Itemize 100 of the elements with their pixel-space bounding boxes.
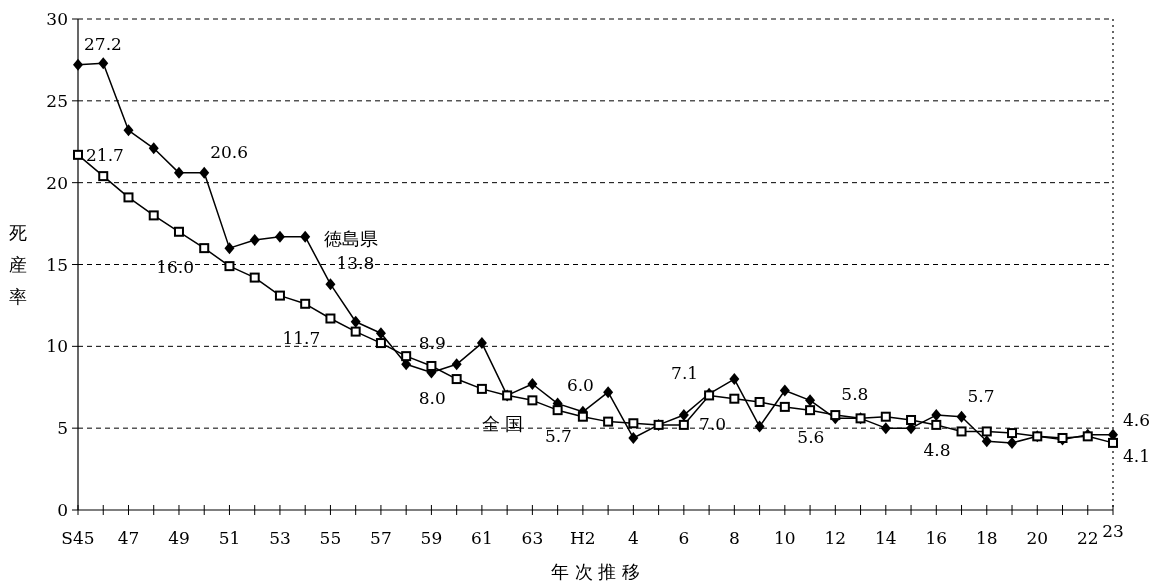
x-tick-label: 8 — [728, 528, 740, 548]
point — [880, 411, 891, 422]
x-axis-title: 年 次 推 移 — [550, 561, 641, 582]
point — [729, 393, 740, 404]
x-tick-label: H2 — [570, 528, 596, 548]
x-tick-label: S45 — [61, 528, 95, 548]
series-label: 全 国 — [481, 413, 524, 435]
x-tick-label: 10 — [774, 528, 796, 548]
point — [98, 171, 109, 182]
point — [779, 401, 790, 412]
point — [98, 57, 109, 70]
point — [603, 386, 614, 399]
point — [603, 416, 614, 427]
point — [148, 142, 159, 155]
point — [73, 58, 83, 71]
point — [1007, 428, 1018, 439]
data-label: 4.6 — [1123, 409, 1151, 430]
x-tick-label: 51 — [218, 528, 241, 548]
data-label: 11.7 — [282, 327, 321, 348]
point — [451, 358, 462, 371]
point — [527, 395, 538, 406]
data-label: 4.8 — [923, 440, 951, 461]
point — [830, 410, 841, 421]
point — [148, 210, 159, 221]
x-tick-label: 4 — [627, 528, 639, 548]
x-tick-label: 49 — [168, 528, 190, 548]
point — [73, 149, 83, 160]
data-label: 6.0 — [566, 374, 594, 395]
data-label: 13.8 — [336, 253, 375, 274]
point — [931, 419, 942, 430]
data-label: 20.6 — [210, 141, 249, 162]
point — [401, 351, 412, 362]
y-axis-title: 死産率 — [9, 221, 27, 307]
data-label: 5.7 — [544, 425, 572, 446]
point — [224, 242, 235, 255]
y-tick-label: 30 — [46, 9, 68, 29]
point — [754, 420, 765, 433]
x-tick-label: 12 — [824, 528, 847, 548]
point — [577, 411, 588, 422]
y-tick-label: 5 — [57, 418, 68, 439]
data-label: 5.7 — [967, 385, 995, 406]
point — [300, 230, 311, 243]
point — [729, 373, 740, 386]
data-label: 7.0 — [699, 414, 727, 435]
point — [350, 315, 361, 328]
data-label: 4.1 — [1123, 445, 1151, 466]
point — [805, 405, 816, 416]
data-label: 8.0 — [418, 388, 446, 409]
point — [375, 327, 386, 340]
point — [628, 418, 639, 429]
point — [779, 384, 790, 397]
point — [375, 338, 386, 349]
y-tick-label: 15 — [46, 254, 68, 275]
x-tick-label: 18 — [975, 528, 998, 548]
point — [274, 290, 285, 301]
x-tick-label: 23 — [1102, 521, 1124, 541]
point — [199, 243, 210, 254]
point — [476, 383, 487, 394]
point — [300, 298, 311, 309]
x-tick-label: 63 — [521, 528, 544, 548]
point — [249, 233, 260, 246]
point — [274, 230, 285, 243]
point — [173, 226, 184, 237]
point — [325, 313, 336, 324]
x-tick-label: 22 — [1076, 528, 1099, 548]
point — [451, 374, 462, 385]
y-tick-label: 10 — [46, 336, 68, 357]
x-tick-label: 14 — [874, 528, 897, 548]
point — [350, 326, 361, 337]
point — [956, 426, 967, 437]
point — [805, 394, 816, 407]
data-label: 7.1 — [671, 362, 699, 383]
point — [173, 166, 184, 179]
x-tick-label: 16 — [925, 528, 948, 548]
point — [249, 272, 260, 283]
point — [476, 337, 487, 350]
x-tick-label: 61 — [471, 528, 493, 548]
x-tick-label: 6 — [678, 528, 690, 548]
point — [552, 405, 563, 416]
point — [224, 261, 235, 272]
point — [325, 278, 336, 291]
y-tick-label: 25 — [46, 90, 68, 111]
x-tick-label: 59 — [420, 528, 443, 548]
x-tick-label: 53 — [269, 528, 291, 548]
x-tick-label: 47 — [117, 528, 140, 548]
point — [754, 396, 765, 407]
point — [123, 124, 134, 137]
point — [199, 166, 210, 179]
data-label: 5.8 — [841, 384, 869, 405]
point — [628, 431, 639, 444]
data-label: 21.7 — [86, 144, 124, 165]
point — [678, 419, 689, 430]
point — [981, 435, 992, 448]
point — [906, 414, 917, 425]
point — [981, 426, 992, 437]
point — [123, 192, 134, 203]
x-tick-label: 55 — [319, 528, 342, 548]
point — [956, 410, 967, 423]
series-label: 徳島県 — [323, 228, 378, 250]
point — [426, 360, 437, 371]
